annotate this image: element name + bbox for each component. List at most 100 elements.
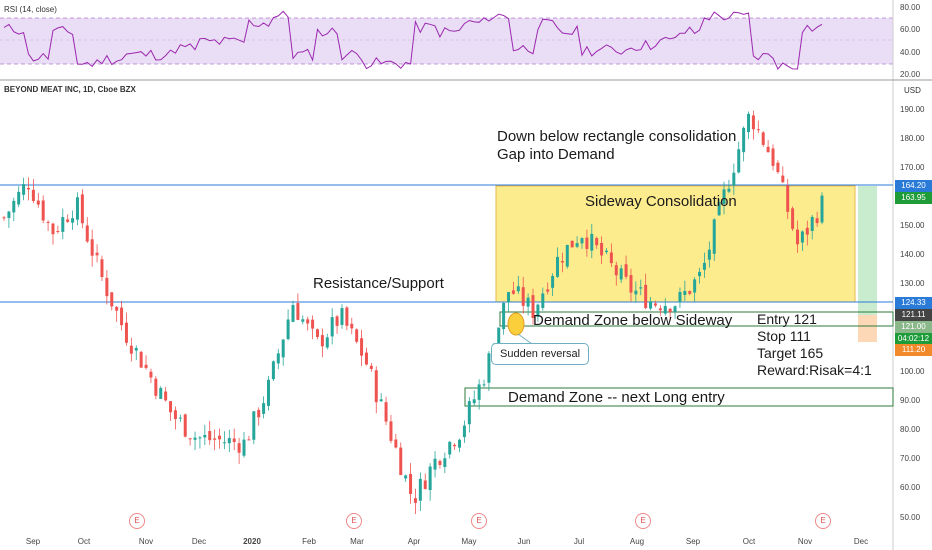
candle-body bbox=[71, 218, 75, 223]
candle-body bbox=[511, 290, 515, 294]
candle-body bbox=[345, 307, 349, 326]
x-tick: May bbox=[461, 537, 477, 546]
candle-body bbox=[521, 287, 525, 306]
candle-body bbox=[575, 243, 579, 247]
candle-body bbox=[810, 216, 814, 231]
candle-body bbox=[502, 302, 506, 330]
candle-body bbox=[188, 438, 192, 440]
candle-body bbox=[732, 172, 736, 186]
rsi-tick: 40.00 bbox=[900, 48, 921, 57]
annotation-demand-next: Demand Zone -- next Long entry bbox=[508, 389, 725, 406]
candle-body bbox=[379, 399, 383, 402]
candle-body bbox=[516, 286, 520, 292]
candle-body bbox=[315, 329, 319, 337]
candle-body bbox=[198, 437, 202, 439]
candle-body bbox=[286, 319, 290, 340]
candle-body bbox=[222, 442, 226, 444]
x-tick: Dec bbox=[853, 537, 869, 546]
candle-body bbox=[497, 327, 501, 354]
candle-body bbox=[51, 223, 55, 235]
candle-body bbox=[796, 229, 800, 245]
candle-body bbox=[702, 262, 706, 270]
earnings-marker[interactable]: E bbox=[129, 513, 145, 529]
candle-body bbox=[183, 414, 187, 437]
candle-body bbox=[751, 115, 755, 130]
earnings-marker[interactable]: E bbox=[346, 513, 362, 529]
candle-body bbox=[639, 287, 643, 289]
sideway-rectangle bbox=[495, 185, 856, 303]
price-label: 163.95 bbox=[895, 192, 932, 204]
earnings-marker[interactable]: E bbox=[815, 513, 831, 529]
candle-body bbox=[252, 411, 256, 440]
candle-body bbox=[604, 250, 608, 253]
candle-body bbox=[409, 473, 413, 494]
candle-body bbox=[609, 252, 613, 264]
candle-body bbox=[482, 384, 486, 386]
candle-body bbox=[262, 403, 266, 414]
candle-body bbox=[36, 200, 40, 205]
x-tick: Sep bbox=[685, 537, 701, 546]
candle-body bbox=[805, 227, 809, 235]
candle-body bbox=[590, 233, 594, 251]
candle-body bbox=[663, 305, 667, 314]
annotation-gap-into: Gap into Demand bbox=[497, 146, 615, 163]
candle-body bbox=[477, 384, 481, 400]
price-panel bbox=[0, 110, 894, 515]
candle-body bbox=[218, 435, 222, 440]
candle-body bbox=[208, 431, 212, 441]
candle-body bbox=[683, 290, 687, 295]
candle-body bbox=[355, 329, 359, 342]
candle-body bbox=[688, 291, 692, 294]
annotation-resistance: Resistance/Support bbox=[313, 275, 444, 292]
candle-body bbox=[154, 378, 158, 396]
candle-body bbox=[213, 438, 217, 440]
reversal-marker bbox=[507, 312, 525, 336]
price-label: 164.20 bbox=[895, 180, 932, 192]
candle-body bbox=[149, 371, 153, 378]
annotation-sideway: Sideway Consolidation bbox=[585, 193, 737, 210]
candle-body bbox=[658, 308, 662, 311]
y-tick: 100.00 bbox=[900, 367, 925, 376]
candle-body bbox=[144, 364, 148, 368]
candle-body bbox=[448, 441, 452, 455]
candle-body bbox=[776, 162, 780, 173]
candle-body bbox=[364, 352, 368, 365]
candle-body bbox=[678, 291, 682, 303]
candle-body bbox=[536, 304, 540, 317]
candle-body bbox=[727, 188, 731, 192]
earnings-marker[interactable]: E bbox=[635, 513, 651, 529]
candle-body bbox=[350, 323, 354, 329]
candle-body bbox=[61, 217, 65, 232]
x-tick: Jul bbox=[573, 537, 585, 546]
rsi-band bbox=[0, 18, 893, 64]
candle-body bbox=[110, 292, 114, 307]
candle-body bbox=[443, 458, 447, 468]
candle-body bbox=[134, 347, 138, 351]
candle-body bbox=[384, 402, 388, 422]
candle-body bbox=[507, 292, 511, 303]
candle-body bbox=[531, 295, 535, 318]
candle-body bbox=[26, 187, 30, 190]
candle-body bbox=[7, 211, 11, 218]
y-tick: 140.00 bbox=[900, 250, 925, 259]
x-tick: Apr bbox=[407, 537, 421, 546]
candle-body bbox=[271, 361, 275, 380]
y-tick: 70.00 bbox=[900, 454, 921, 463]
x-tick: Nov bbox=[797, 537, 813, 546]
candle-body bbox=[31, 189, 35, 201]
candle-body bbox=[12, 200, 16, 213]
candle-body bbox=[653, 303, 657, 306]
chart-title: BEYOND MEAT INC, 1D, Cboe BZX bbox=[4, 85, 136, 94]
y-tick: 170.00 bbox=[900, 163, 925, 172]
candle-body bbox=[458, 439, 462, 448]
price-label: 121.00 bbox=[895, 321, 932, 333]
rsi-panel bbox=[0, 0, 894, 550]
candle-body bbox=[100, 259, 104, 278]
demand-zone-below-sideway bbox=[499, 311, 894, 327]
candle-body bbox=[105, 277, 109, 297]
candle-body bbox=[737, 149, 741, 173]
earnings-marker[interactable]: E bbox=[471, 513, 487, 529]
candle-body bbox=[159, 388, 163, 399]
candle-body bbox=[423, 480, 427, 489]
